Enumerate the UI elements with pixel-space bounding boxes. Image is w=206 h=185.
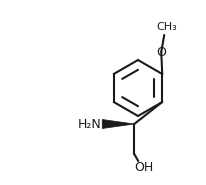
Text: OH: OH [135,161,154,174]
Text: O: O [156,46,166,58]
Text: H₂N: H₂N [77,117,101,130]
Polygon shape [102,120,134,129]
Text: CH₃: CH₃ [157,22,178,32]
